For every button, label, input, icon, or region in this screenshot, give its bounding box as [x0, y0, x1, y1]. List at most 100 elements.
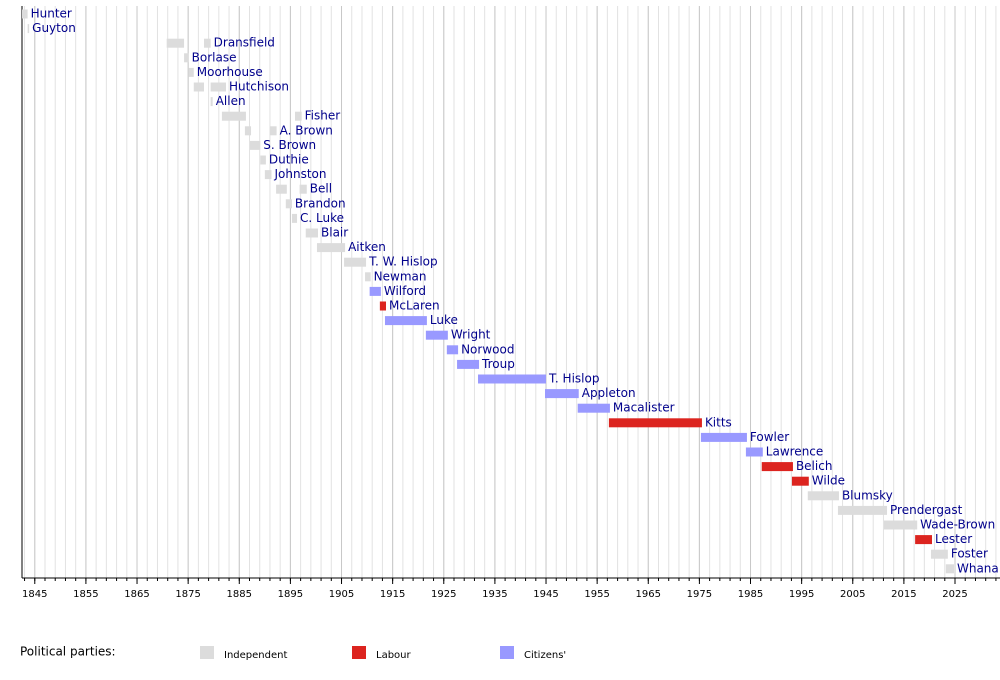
term-bar	[27, 24, 30, 34]
term-bar	[166, 38, 185, 48]
term-bar	[577, 403, 610, 413]
term-bar	[204, 38, 211, 48]
mayor-name: Newman	[374, 269, 427, 283]
x-tick-label: 1885	[227, 589, 252, 600]
term-bar	[365, 272, 371, 282]
x-tick-label: 1875	[175, 589, 200, 600]
mayor-name: T. Hislop	[548, 372, 599, 386]
mayor-name: Hutchison	[229, 80, 289, 94]
mayor-name: Fowler	[750, 430, 789, 444]
mayor-name: Blumsky	[842, 488, 893, 502]
term-bar	[22, 9, 28, 19]
term-bar	[188, 67, 194, 77]
mayor-name: Prendergast	[890, 503, 963, 517]
term-bar	[295, 111, 302, 121]
mayor-name: Duthie	[269, 153, 309, 167]
mayor-name: Wilford	[384, 284, 426, 298]
legend-label: Independent	[224, 650, 287, 661]
term-bar	[379, 301, 387, 311]
mayor-name: Bell	[310, 182, 332, 196]
mayor-name: Guyton	[32, 21, 76, 35]
legend-swatch	[200, 646, 214, 659]
term-bar	[221, 111, 246, 121]
legend-title: Political parties:	[20, 645, 116, 659]
term-bar	[276, 184, 287, 194]
x-tick-label: 1995	[789, 589, 814, 600]
mayor-name: Appleton	[582, 386, 636, 400]
mayor-name: Luke	[430, 313, 458, 327]
x-tick-label: 2025	[942, 589, 967, 600]
term-bar	[700, 432, 747, 442]
term-bar	[945, 564, 954, 574]
x-tick-label: 1925	[431, 589, 456, 600]
x-tick-label: 1865	[124, 589, 149, 600]
term-bar	[883, 520, 918, 530]
term-bar	[344, 257, 367, 267]
mayor-name: Brandon	[295, 196, 346, 210]
mayor-name: Troup	[481, 357, 515, 371]
x-tick-label: 1975	[687, 589, 712, 600]
legend-swatch	[500, 646, 514, 659]
term-bar	[305, 228, 319, 238]
legend-label: Citizens'	[524, 650, 566, 661]
term-bar	[791, 476, 809, 486]
x-tick-label: 1935	[482, 589, 507, 600]
term-bar	[250, 140, 261, 150]
term-bar	[316, 243, 346, 253]
legend-label: Labour	[376, 650, 412, 661]
term-bar	[210, 97, 213, 107]
x-tick-label: 1985	[738, 589, 763, 600]
mayor-name: Fisher	[305, 109, 341, 123]
term-bar	[369, 286, 381, 296]
x-tick-label: 2015	[891, 589, 916, 600]
term-bar	[299, 184, 307, 194]
term-bar	[761, 462, 793, 472]
mayor-name: Borlase	[192, 50, 237, 64]
term-bar	[478, 374, 547, 384]
mayor-name: Whana	[957, 561, 999, 575]
legend-swatch	[352, 646, 366, 659]
mayor-name: Foster	[951, 547, 988, 561]
term-bar	[264, 170, 272, 180]
mayor-name: A. Brown	[280, 123, 333, 137]
term-bar	[915, 535, 933, 545]
x-tick-label: 1945	[533, 589, 558, 600]
term-bar	[608, 418, 702, 428]
term-bar	[193, 82, 205, 92]
mayor-name: Wade-Brown	[920, 518, 995, 532]
mayor-name: S. Brown	[263, 138, 316, 152]
term-bar	[457, 359, 480, 369]
term-bar	[184, 53, 189, 63]
term-bar	[930, 549, 948, 559]
x-tick-label: 1895	[278, 589, 303, 600]
mayor-name: Johnston	[273, 167, 326, 181]
mayor-name: Lester	[935, 532, 972, 546]
mayor-name: McLaren	[389, 299, 440, 313]
term-bar	[244, 126, 252, 136]
term-bar	[544, 389, 579, 399]
x-tick-label: 1845	[22, 589, 47, 600]
term-bar	[260, 155, 266, 165]
term-bar	[210, 82, 226, 92]
mayor-name: Hunter	[31, 7, 72, 21]
x-tick-label: 1955	[584, 589, 609, 600]
mayor-name: C. Luke	[300, 211, 344, 225]
term-bar	[291, 213, 298, 223]
mayor-name: Moorhouse	[197, 65, 263, 79]
mayor-name: T. W. Hislop	[368, 255, 438, 269]
mayor-name: Aitken	[348, 240, 386, 254]
x-tick-label: 2005	[840, 589, 865, 600]
mayor-name: Allen	[216, 94, 246, 108]
x-tick-label: 1965	[636, 589, 661, 600]
mayor-name: Belich	[796, 459, 833, 473]
term-bar	[384, 316, 427, 326]
x-tick-label: 1915	[380, 589, 405, 600]
x-tick-label: 1855	[73, 589, 98, 600]
mayor-name: Macalister	[613, 401, 675, 415]
term-bar	[837, 505, 888, 515]
mayor-name: Wright	[451, 328, 491, 342]
mayor-name: Wilde	[812, 474, 845, 488]
term-bar	[285, 199, 292, 209]
